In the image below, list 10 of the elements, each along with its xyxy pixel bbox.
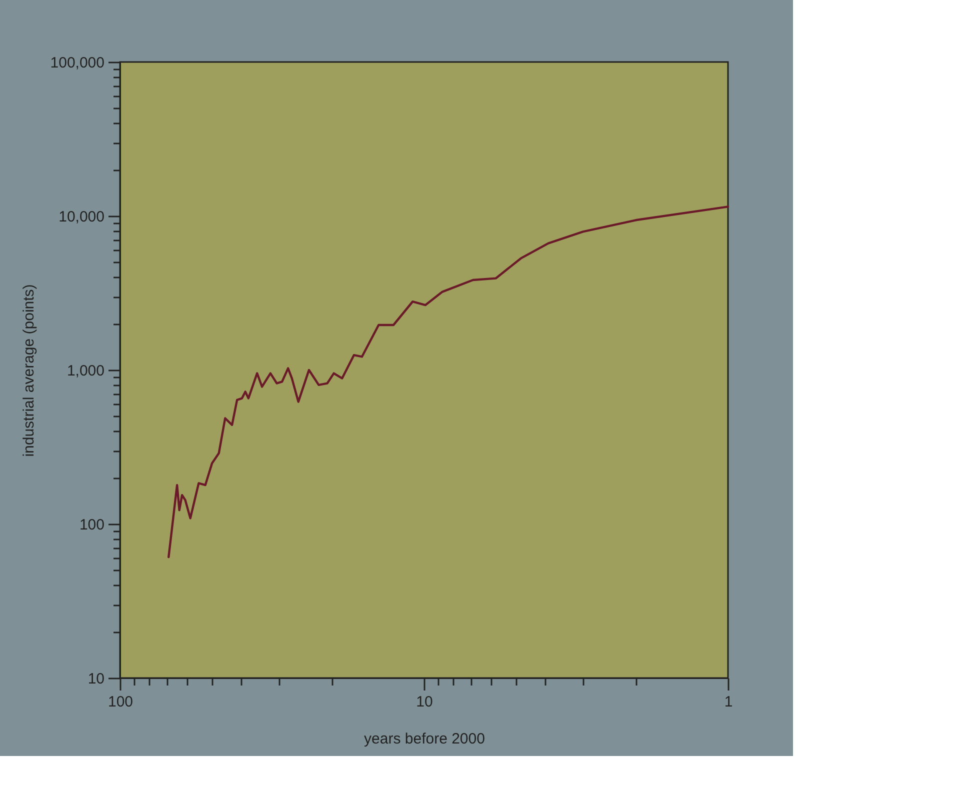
y-tick-label: 100,000 — [50, 54, 104, 72]
y-tick-label: 10,000 — [58, 208, 104, 226]
x-tick-label: 10 — [416, 694, 433, 710]
y-axis-title: industrial average (points) — [20, 284, 38, 457]
x-tick-label: 1 — [724, 694, 733, 710]
y-tick-label: 1,000 — [66, 362, 104, 380]
x-tick-label: 100 — [108, 694, 134, 710]
x-axis-title: years before 2000 — [364, 730, 485, 748]
y-tick-label: 10 — [88, 670, 104, 688]
y-tick-label: 100 — [79, 516, 104, 534]
